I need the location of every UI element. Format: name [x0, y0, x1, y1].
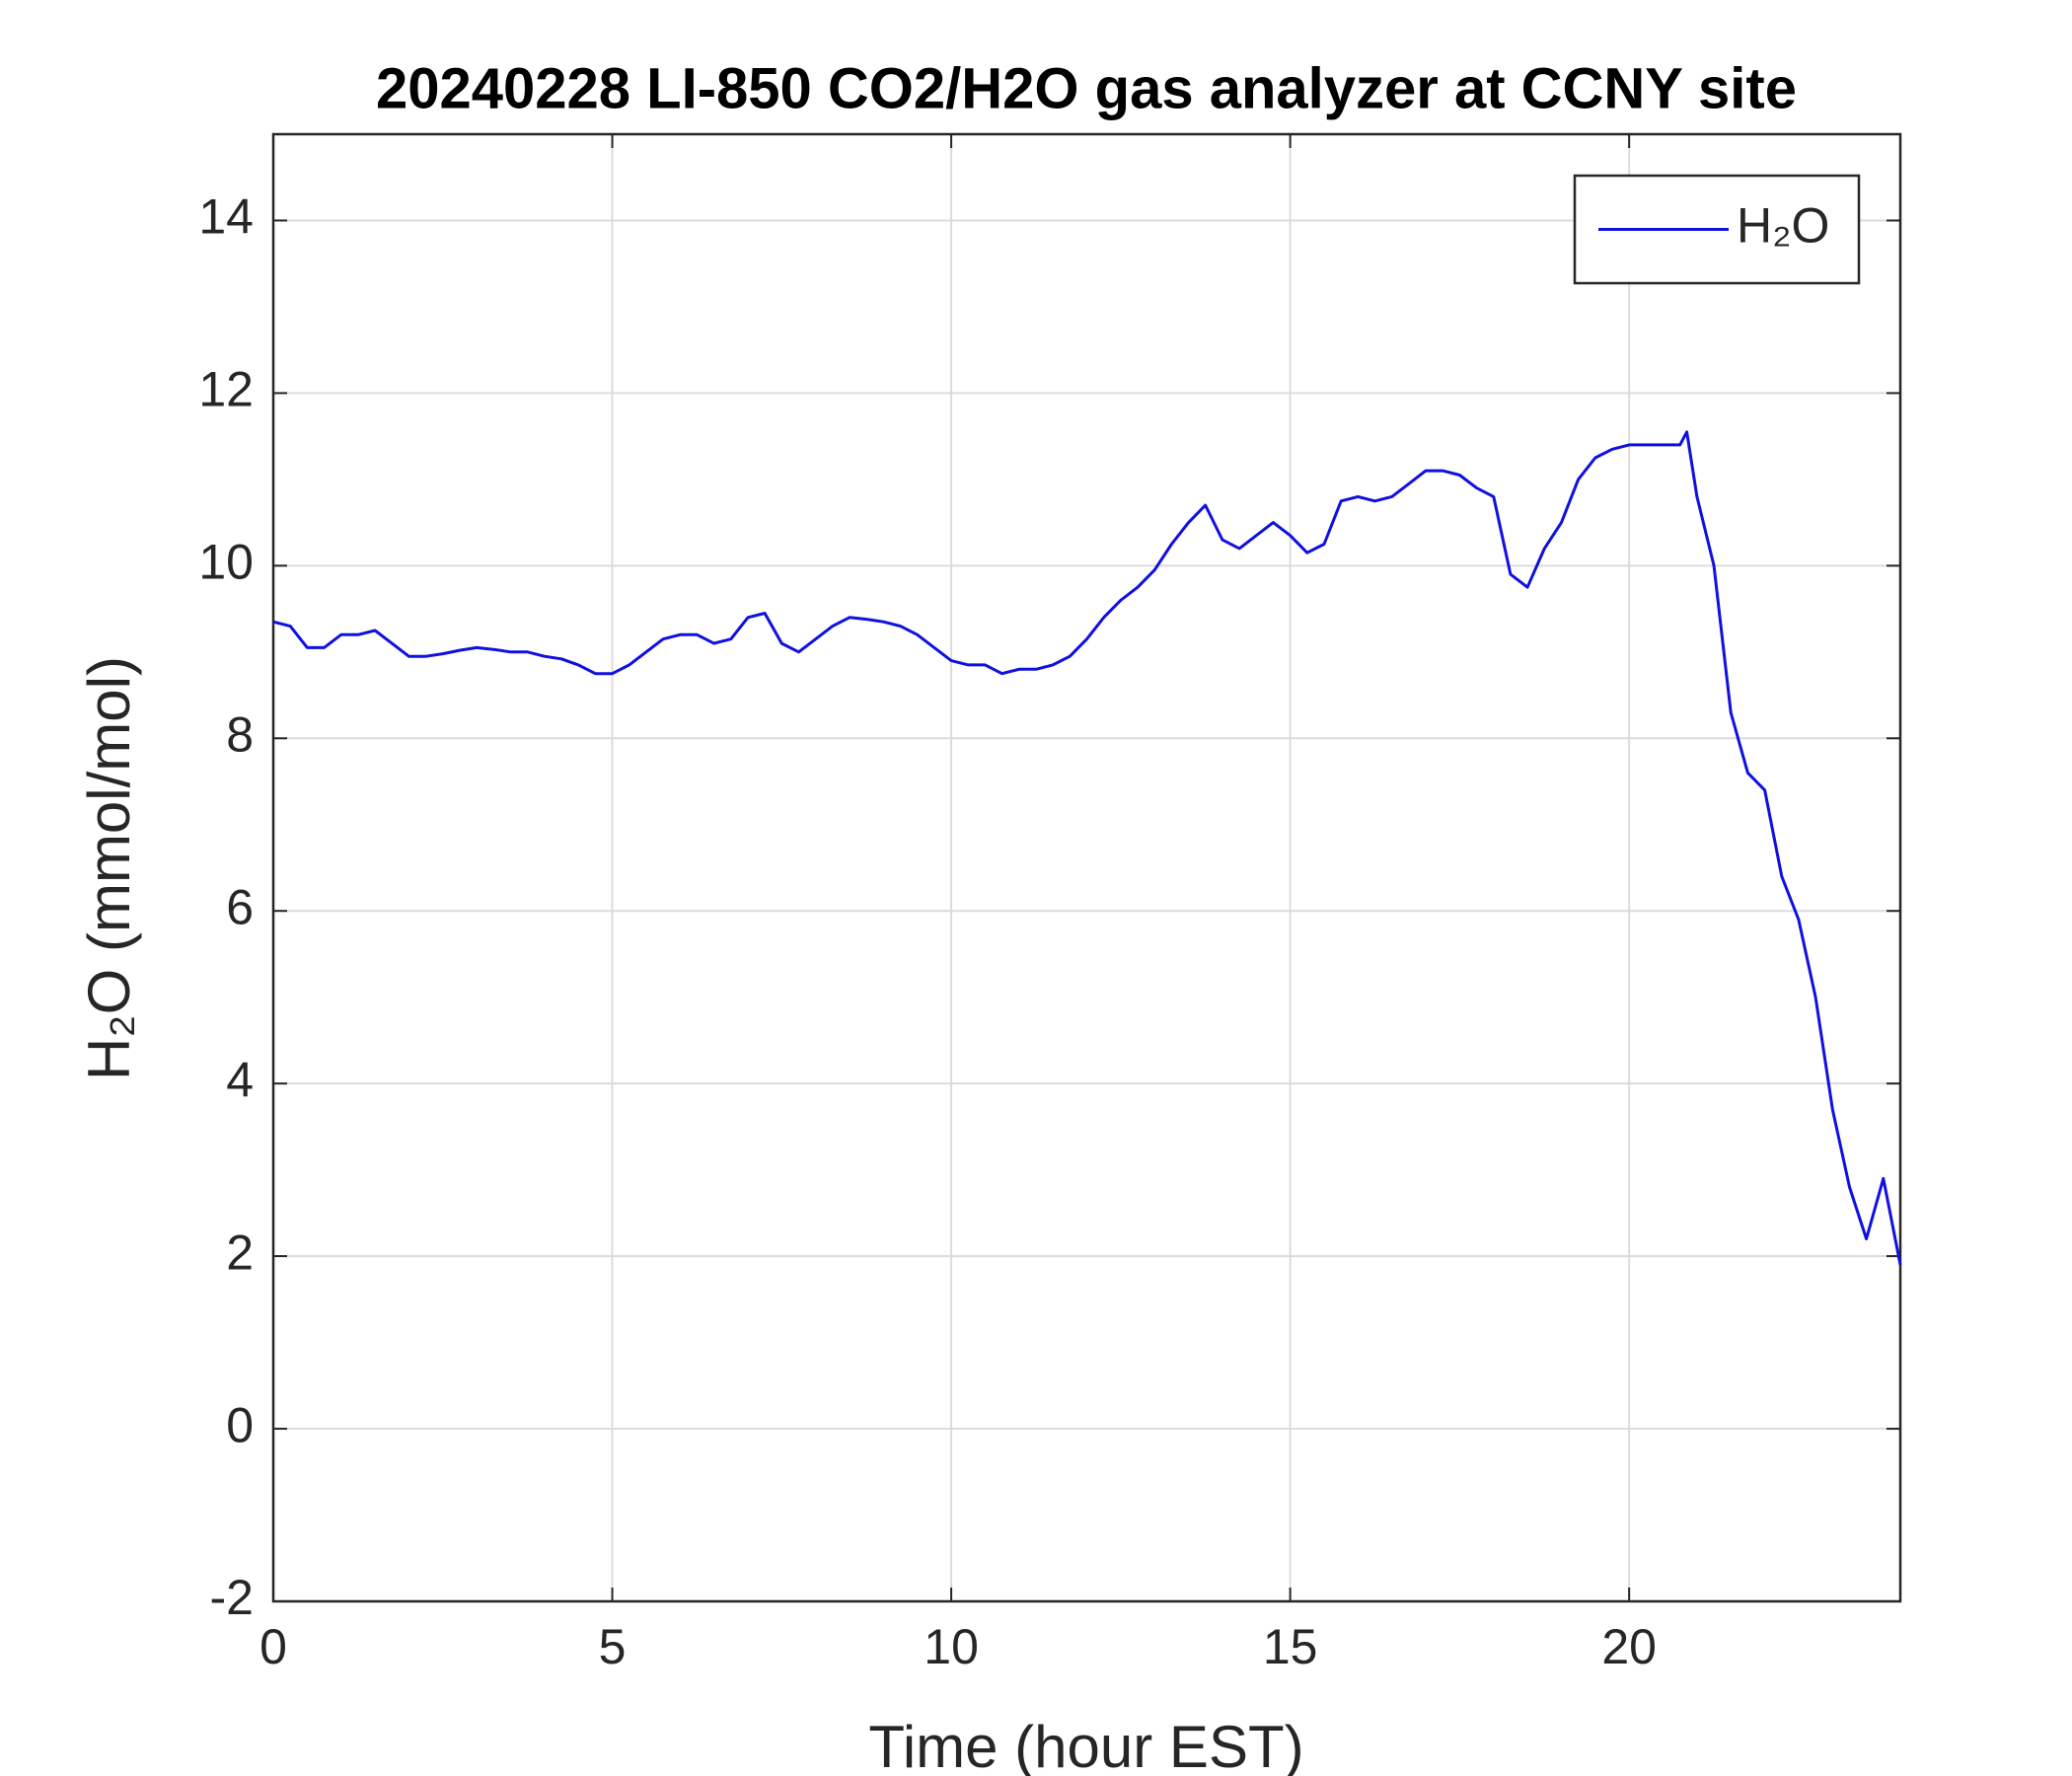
- data-line: [272, 430, 1902, 1266]
- plot-frame: [271, 132, 1902, 1603]
- y-tick-label: 8: [226, 706, 254, 762]
- x-tick-label: 5: [599, 1619, 627, 1674]
- y-tick-label: 10: [198, 535, 254, 590]
- y-tick-label: -2: [210, 1570, 254, 1625]
- x-tick-label: 20: [1601, 1619, 1657, 1674]
- x-tick-label: 15: [1263, 1619, 1318, 1674]
- y-tick-label: 0: [226, 1397, 254, 1452]
- y-tick-label: 12: [198, 362, 254, 417]
- y-tick-label: 14: [198, 189, 254, 245]
- y-tick-label: 2: [226, 1224, 254, 1280]
- legend-label: H₂O: [1737, 198, 1829, 254]
- y-tick-label: 6: [226, 879, 254, 934]
- x-axis-label: Time (hour EST): [868, 1714, 1303, 1776]
- chart-title: 20240228 LI-850 CO2/H2O gas analyzer at …: [376, 56, 1797, 120]
- x-tick-label: 0: [259, 1619, 287, 1674]
- y-tick-label: 4: [226, 1052, 254, 1107]
- x-tick-label: 10: [924, 1619, 979, 1674]
- y-axis-label: H₂O (mmol/mol): [76, 656, 142, 1080]
